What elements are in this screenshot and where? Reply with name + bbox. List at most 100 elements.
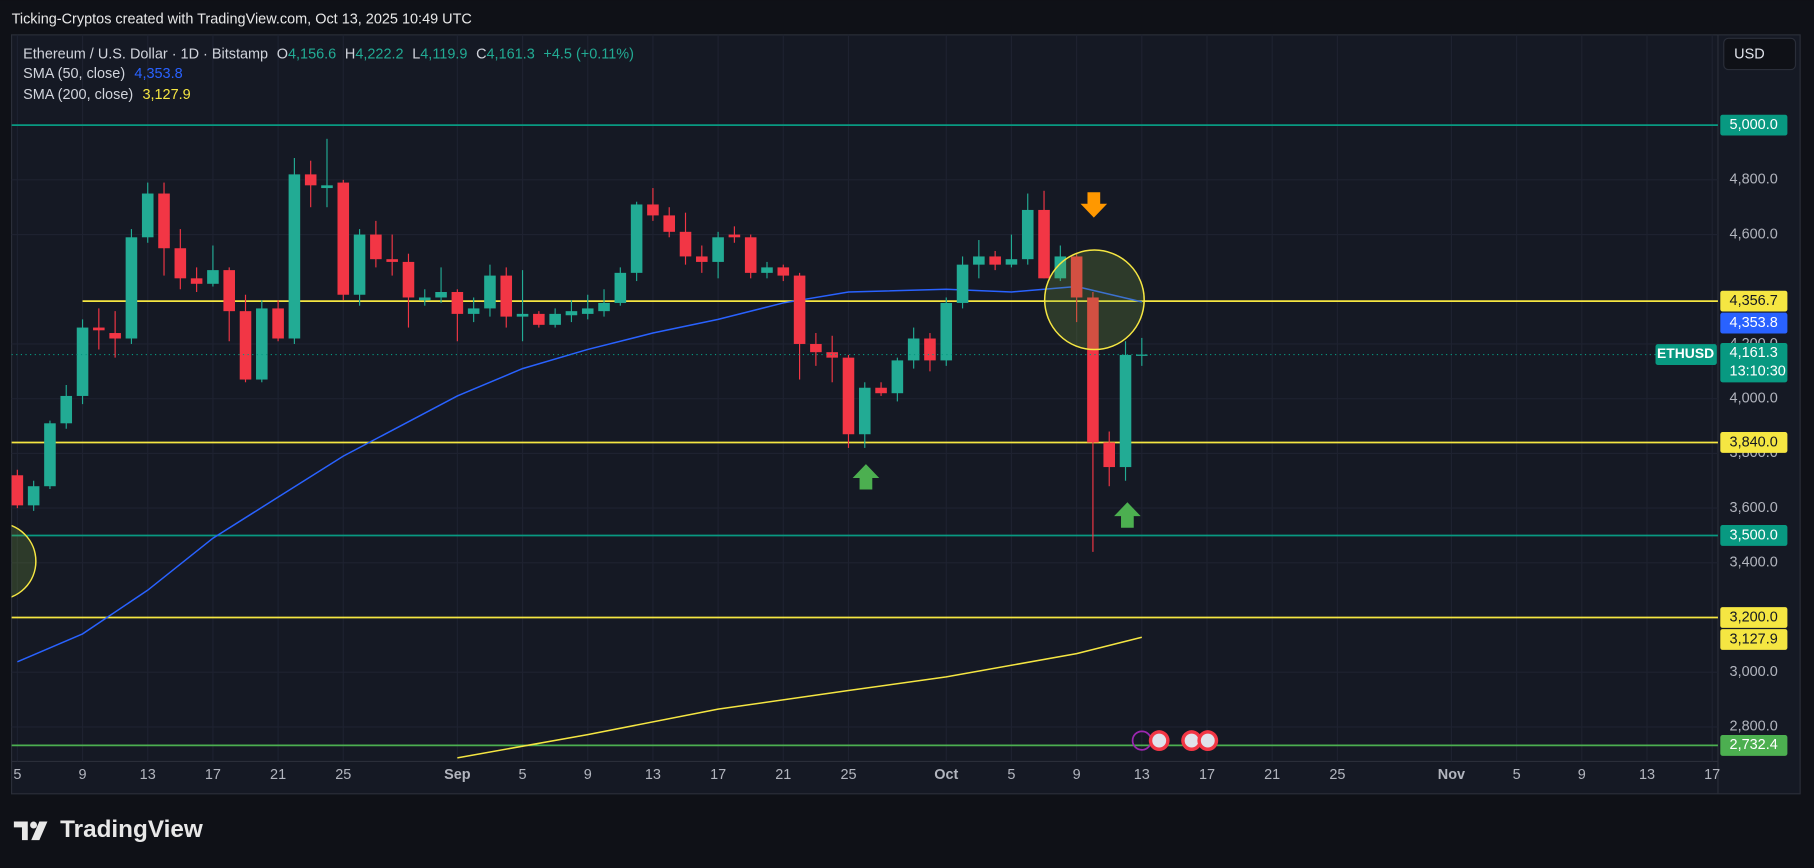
symbol-label-box: [1655, 344, 1717, 365]
candle-body: [614, 272, 627, 303]
y-tick-label: 4,000.0: [1730, 390, 1778, 406]
candle-body: [826, 352, 838, 358]
candle-body: [989, 256, 1001, 265]
candle-body: [1038, 209, 1050, 279]
x-tick-label: 13: [1639, 767, 1655, 783]
x-tick-label: 9: [79, 767, 87, 783]
candle-body: [288, 174, 301, 339]
candle-body: [435, 292, 447, 298]
currency-button-box[interactable]: [1723, 37, 1797, 71]
legend-entry: SMA (50, close) 4,353.8: [23, 66, 183, 82]
brand: TradingView: [13, 816, 203, 843]
currency-button[interactable]: USD: [1723, 37, 1797, 71]
x-tick-label: 25: [335, 767, 351, 783]
highlight-circle: [11, 524, 37, 598]
chart-panel: [10, 34, 1801, 795]
candle-body: [76, 327, 89, 396]
candle-body: [924, 338, 936, 361]
ohlc-value: 4,161.3: [487, 46, 535, 62]
ohlc-key: O: [277, 46, 288, 62]
currency-button-text[interactable]: USD: [1734, 46, 1765, 62]
logo-part: [30, 821, 38, 829]
candle-body: [11, 475, 24, 506]
candle-body: [321, 185, 333, 189]
x-tick-label: 21: [270, 767, 286, 783]
time-axis: 5 9 13 17 21 25 Sep 5 9 13 17 21 25 Oct 5 9 13 17 21 25 Nov 5…: [13, 767, 1720, 783]
ohlc-value: 4,156.6: [288, 46, 336, 62]
price-label-box: [1720, 290, 1788, 312]
candle-body: [402, 261, 415, 298]
candle-body: [484, 275, 496, 309]
candle-body: [891, 360, 904, 394]
legend-value: 4,353.8: [134, 66, 182, 82]
candle-body: [565, 311, 578, 316]
price-label-box: [1720, 607, 1788, 628]
candle-body: [27, 486, 40, 506]
candle-body: [858, 387, 871, 435]
price-label-box: [1720, 735, 1788, 756]
arrow-up: [852, 464, 880, 490]
price-label: 4,353.8: [1730, 315, 1778, 331]
price-axis: 2,800.03,000.03,400.03,600.03,800.04,000…: [1655, 114, 1788, 756]
candle-body: [109, 333, 121, 339]
candle-body: [516, 313, 529, 317]
price-label-box: [1720, 525, 1788, 546]
candle-body: [1136, 354, 1148, 356]
x-tick-label: 21: [775, 767, 791, 783]
event-icon: [1184, 733, 1199, 748]
x-tick-label: 9: [1578, 767, 1586, 783]
event-icon: [1152, 733, 1167, 748]
candle-body: [467, 308, 480, 314]
x-tick-label: 13: [645, 767, 661, 783]
plot: [11, 124, 1718, 759]
candle-body: [451, 292, 464, 314]
candle-body: [158, 193, 170, 249]
x-tick-label: 25: [840, 767, 856, 783]
candle-body: [810, 343, 822, 353]
candle-body: [1054, 256, 1067, 279]
x-tick-label: 5: [519, 767, 527, 783]
legend-name: SMA (50, close): [23, 66, 125, 82]
x-tick-label: 21: [1264, 767, 1280, 783]
candle-body: [207, 270, 219, 284]
price-label: 4,356.7: [1730, 293, 1778, 309]
candle-body: [663, 215, 675, 232]
price-label: 3,200.0: [1730, 609, 1778, 625]
candle-body: [907, 338, 920, 361]
candle-body: [875, 387, 887, 394]
candle-body: [418, 297, 431, 301]
candle-body: [647, 204, 659, 216]
x-tick-label: 17: [1199, 767, 1215, 783]
y-tick-label: 3,000.0: [1730, 664, 1778, 680]
candle-body: [1087, 297, 1099, 443]
candle-body: [712, 237, 724, 262]
symbol-label: ETHUSD: [1657, 345, 1714, 361]
top-bar-text: Ticking-Cryptos created with TradingView…: [12, 12, 472, 28]
candle-body: [1070, 256, 1083, 298]
candle-body: [256, 308, 268, 380]
candle-body: [370, 234, 382, 260]
candle-body: [793, 275, 806, 344]
x-tick-label: 13: [140, 767, 156, 783]
candle-body: [1103, 442, 1116, 468]
price-label-box: [1720, 312, 1788, 334]
logo-part: [13, 821, 28, 841]
candle-body: [60, 395, 73, 424]
candle-body: [549, 313, 561, 325]
candle-body: [696, 256, 708, 262]
y-tick-label: 3,400.0: [1730, 555, 1778, 571]
change: +4.5 (+0.11%): [543, 46, 634, 62]
y-tick-label: 4,800.0: [1730, 172, 1778, 188]
candle-body: [1005, 259, 1018, 265]
annotations: [11, 192, 1219, 751]
candle-body: [93, 327, 105, 331]
legend-name: SMA (200, close): [23, 87, 133, 103]
brand-text: TradingView: [60, 816, 203, 843]
candle-body: [1119, 354, 1132, 468]
price-label: 5,000.0: [1730, 117, 1778, 133]
candle-body: [190, 278, 203, 284]
event-icon: [1200, 733, 1215, 748]
x-tick-label: 13: [1134, 767, 1150, 783]
